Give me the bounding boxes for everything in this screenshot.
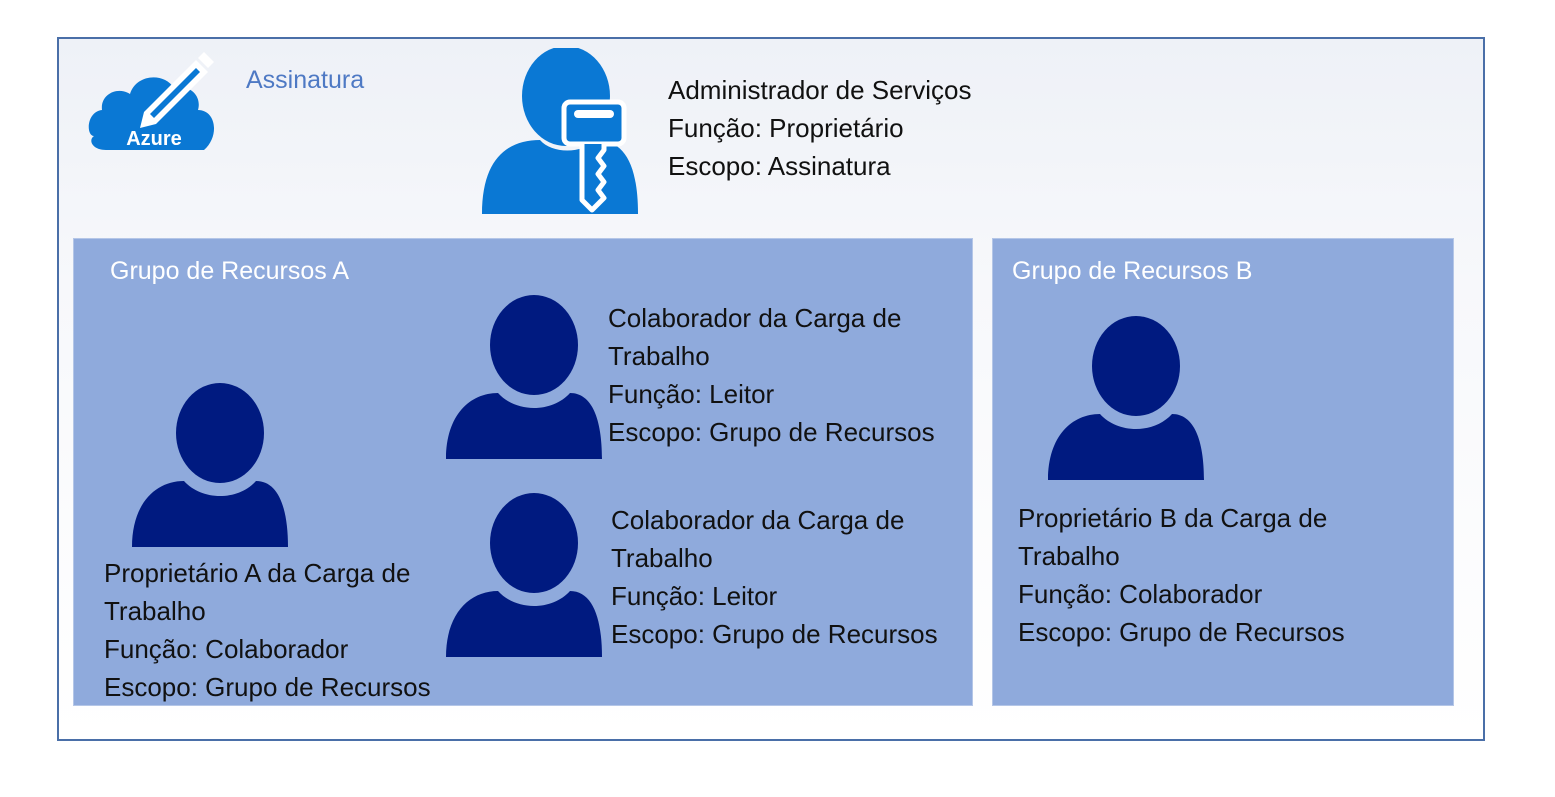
contributor-1-name-line1: Colaborador da Carga de <box>608 303 902 333</box>
subscription-label: Assinatura <box>246 66 365 94</box>
contributor-1-name-line2: Trabalho <box>608 341 710 371</box>
contributor-2-info: Colaborador da Carga de Trabalho Função:… <box>611 501 938 653</box>
contributor-1-scope: Escopo: Grupo de Recursos <box>608 417 935 447</box>
owner-a-name-line1: Proprietário A da Carga de <box>104 558 411 588</box>
owner-b-role: Função: Colaborador <box>1018 579 1263 609</box>
owner-b-info: Proprietário B da Carga de Trabalho Funç… <box>1018 499 1345 651</box>
azure-logo-text: Azure <box>126 128 182 150</box>
resource-group-a-title: Grupo de Recursos A <box>110 257 350 285</box>
contributor-1-info: Colaborador da Carga de Trabalho Função:… <box>608 299 935 451</box>
admin-scope: Escopo: Assinatura <box>668 151 891 181</box>
owner-a-scope: Escopo: Grupo de Recursos <box>104 672 431 702</box>
user-icon <box>1048 316 1204 480</box>
contributor-1-role: Função: Leitor <box>608 379 775 409</box>
owner-a-info: Proprietário A da Carga de Trabalho Funç… <box>104 554 431 706</box>
owner-b-scope: Escopo: Grupo de Recursos <box>1018 617 1345 647</box>
admin-name: Administrador de Serviços <box>668 75 972 105</box>
user-icon <box>132 383 288 547</box>
admin-info: Administrador de Serviços Função: Propri… <box>668 71 971 185</box>
owner-a-name-line2: Trabalho <box>104 596 206 626</box>
contributor-2-role: Função: Leitor <box>611 581 778 611</box>
owner-a-role: Função: Colaborador <box>104 634 349 664</box>
contributor-2-name-line1: Colaborador da Carga de <box>611 505 905 535</box>
user-icon <box>446 295 602 459</box>
resource-group-b-title: Grupo de Recursos B <box>1012 257 1253 285</box>
contributor-2-scope: Escopo: Grupo de Recursos <box>611 619 938 649</box>
azure-cloud-pencil-icon: Azure <box>88 52 215 150</box>
owner-b-name-line1: Proprietário B da Carga de <box>1018 503 1328 533</box>
admin-role: Função: Proprietário <box>668 113 904 143</box>
user-icon <box>446 493 602 657</box>
contributor-2-name-line2: Trabalho <box>611 543 713 573</box>
user-key-icon <box>482 48 638 214</box>
owner-b-name-line2: Trabalho <box>1018 541 1120 571</box>
